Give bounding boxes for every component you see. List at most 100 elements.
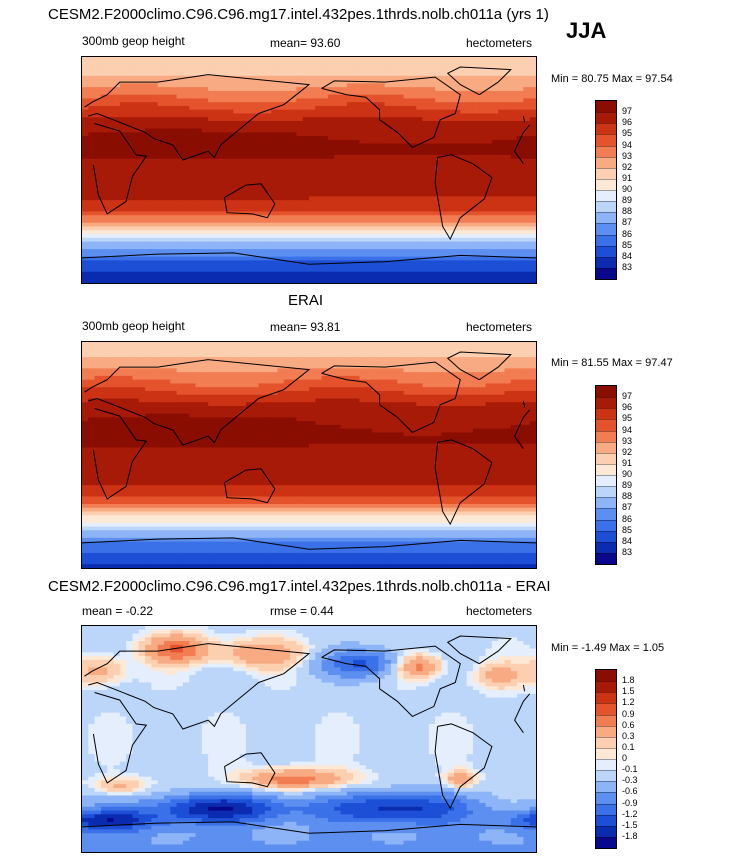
field-cell: [296, 207, 304, 213]
field-cell: [100, 203, 108, 209]
field-cell: [390, 267, 398, 273]
field-cell: [346, 279, 354, 283]
field-cell: [132, 245, 140, 250]
field-cell: [447, 79, 455, 84]
field-cell: [239, 105, 247, 111]
field-cell: [472, 207, 480, 213]
field-cell: [195, 75, 203, 81]
field-cell: [113, 75, 121, 81]
field-cell: [523, 83, 531, 88]
field-cell: [384, 203, 392, 209]
field-cell: [201, 256, 209, 261]
field-cell: [208, 349, 216, 354]
field-cell: [416, 249, 424, 254]
field-cell: [523, 349, 531, 354]
field-cell: [296, 226, 304, 231]
field-cell: [126, 158, 134, 164]
field-cell: [309, 215, 316, 220]
field-cell: [245, 368, 253, 373]
field-cell: [214, 271, 222, 277]
field-cell: [359, 256, 367, 261]
field-cell: [441, 360, 449, 366]
field-cell: [208, 252, 216, 258]
field-cell: [479, 342, 487, 347]
field-cell: [384, 218, 392, 224]
field-cell: [447, 102, 455, 107]
field-cell: [227, 353, 234, 358]
field-cell: [157, 170, 165, 175]
field-cell: [529, 368, 536, 373]
field-cell: [82, 230, 89, 235]
field-cell: [529, 230, 536, 235]
field-cell: [472, 57, 480, 62]
field-cell: [258, 90, 266, 96]
field-cell: [126, 90, 134, 96]
field-cell: [479, 249, 487, 254]
field-cell: [302, 181, 310, 186]
field-cell: [82, 185, 89, 190]
field-cell: [346, 203, 354, 209]
field-cell: [245, 143, 253, 148]
field-cell: [201, 181, 209, 186]
field-cell: [245, 218, 253, 224]
field-cell: [441, 234, 449, 239]
field-cell: [271, 162, 279, 167]
field-cell: [239, 353, 247, 358]
field-cell: [397, 188, 405, 194]
field-cell: [201, 218, 209, 224]
field-cell: [466, 215, 474, 220]
field-cell: [170, 360, 178, 366]
field-cell: [271, 170, 279, 175]
field-cell: [145, 124, 152, 130]
field-cell: [372, 226, 379, 231]
field-cell: [239, 113, 247, 118]
field-cell: [220, 64, 228, 69]
field-cell: [94, 60, 102, 66]
panel2-map: [81, 341, 537, 569]
field-cell: [422, 357, 430, 362]
field-cell: [409, 102, 417, 107]
field-cell: [94, 226, 102, 231]
field-cell: [504, 87, 512, 92]
field-cell: [340, 181, 348, 186]
field-cell: [220, 151, 228, 156]
field-cell: [132, 124, 140, 130]
field-cell: [233, 143, 241, 148]
field-cell: [145, 372, 152, 377]
field-cell: [372, 241, 379, 246]
field-cell: [327, 256, 335, 261]
field-cell: [264, 234, 272, 239]
field-cell: [94, 64, 102, 69]
field-cell: [182, 151, 190, 156]
field-cell: [94, 143, 102, 148]
field-cell: [189, 345, 197, 351]
field-cell: [208, 364, 216, 369]
field-cell: [100, 342, 108, 347]
field-cell: [397, 237, 405, 243]
field-cell: [201, 249, 209, 254]
field-cell: [138, 256, 146, 261]
field-cell: [271, 158, 279, 164]
field-cell: [214, 279, 222, 283]
field-cell: [252, 364, 260, 369]
field-cell: [88, 275, 96, 280]
field-cell: [479, 222, 487, 228]
field-cell: [315, 345, 323, 351]
field-cell: [132, 185, 140, 190]
field-cell: [163, 203, 171, 209]
field-cell: [271, 364, 279, 369]
field-cell: [529, 170, 536, 175]
field-cell: [245, 102, 253, 107]
field-cell: [498, 249, 506, 254]
field-cell: [397, 136, 405, 141]
field-cell: [271, 113, 279, 118]
field-cell: [163, 241, 171, 246]
field-cell: [220, 83, 228, 88]
field-cell: [107, 271, 115, 277]
field-cell: [214, 249, 222, 254]
field-cell: [491, 222, 499, 228]
field-cell: [403, 162, 411, 167]
field-cell: [283, 98, 291, 103]
field-cell: [132, 181, 140, 186]
field-cell: [428, 166, 436, 171]
